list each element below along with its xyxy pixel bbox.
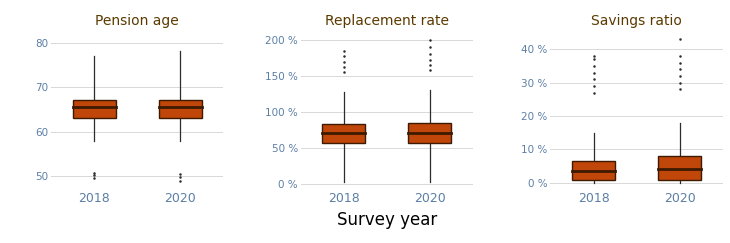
Bar (72, 100, 115, 118)
X-axis label: Survey year: Survey year (337, 211, 437, 229)
Bar (323, 124, 366, 143)
Bar (572, 161, 615, 180)
Title: Pension age: Pension age (96, 14, 179, 28)
Title: Savings ratio: Savings ratio (591, 14, 682, 28)
Title: Replacement rate: Replacement rate (325, 14, 449, 28)
Bar (158, 100, 201, 118)
Bar (658, 156, 702, 180)
Bar (408, 123, 451, 143)
